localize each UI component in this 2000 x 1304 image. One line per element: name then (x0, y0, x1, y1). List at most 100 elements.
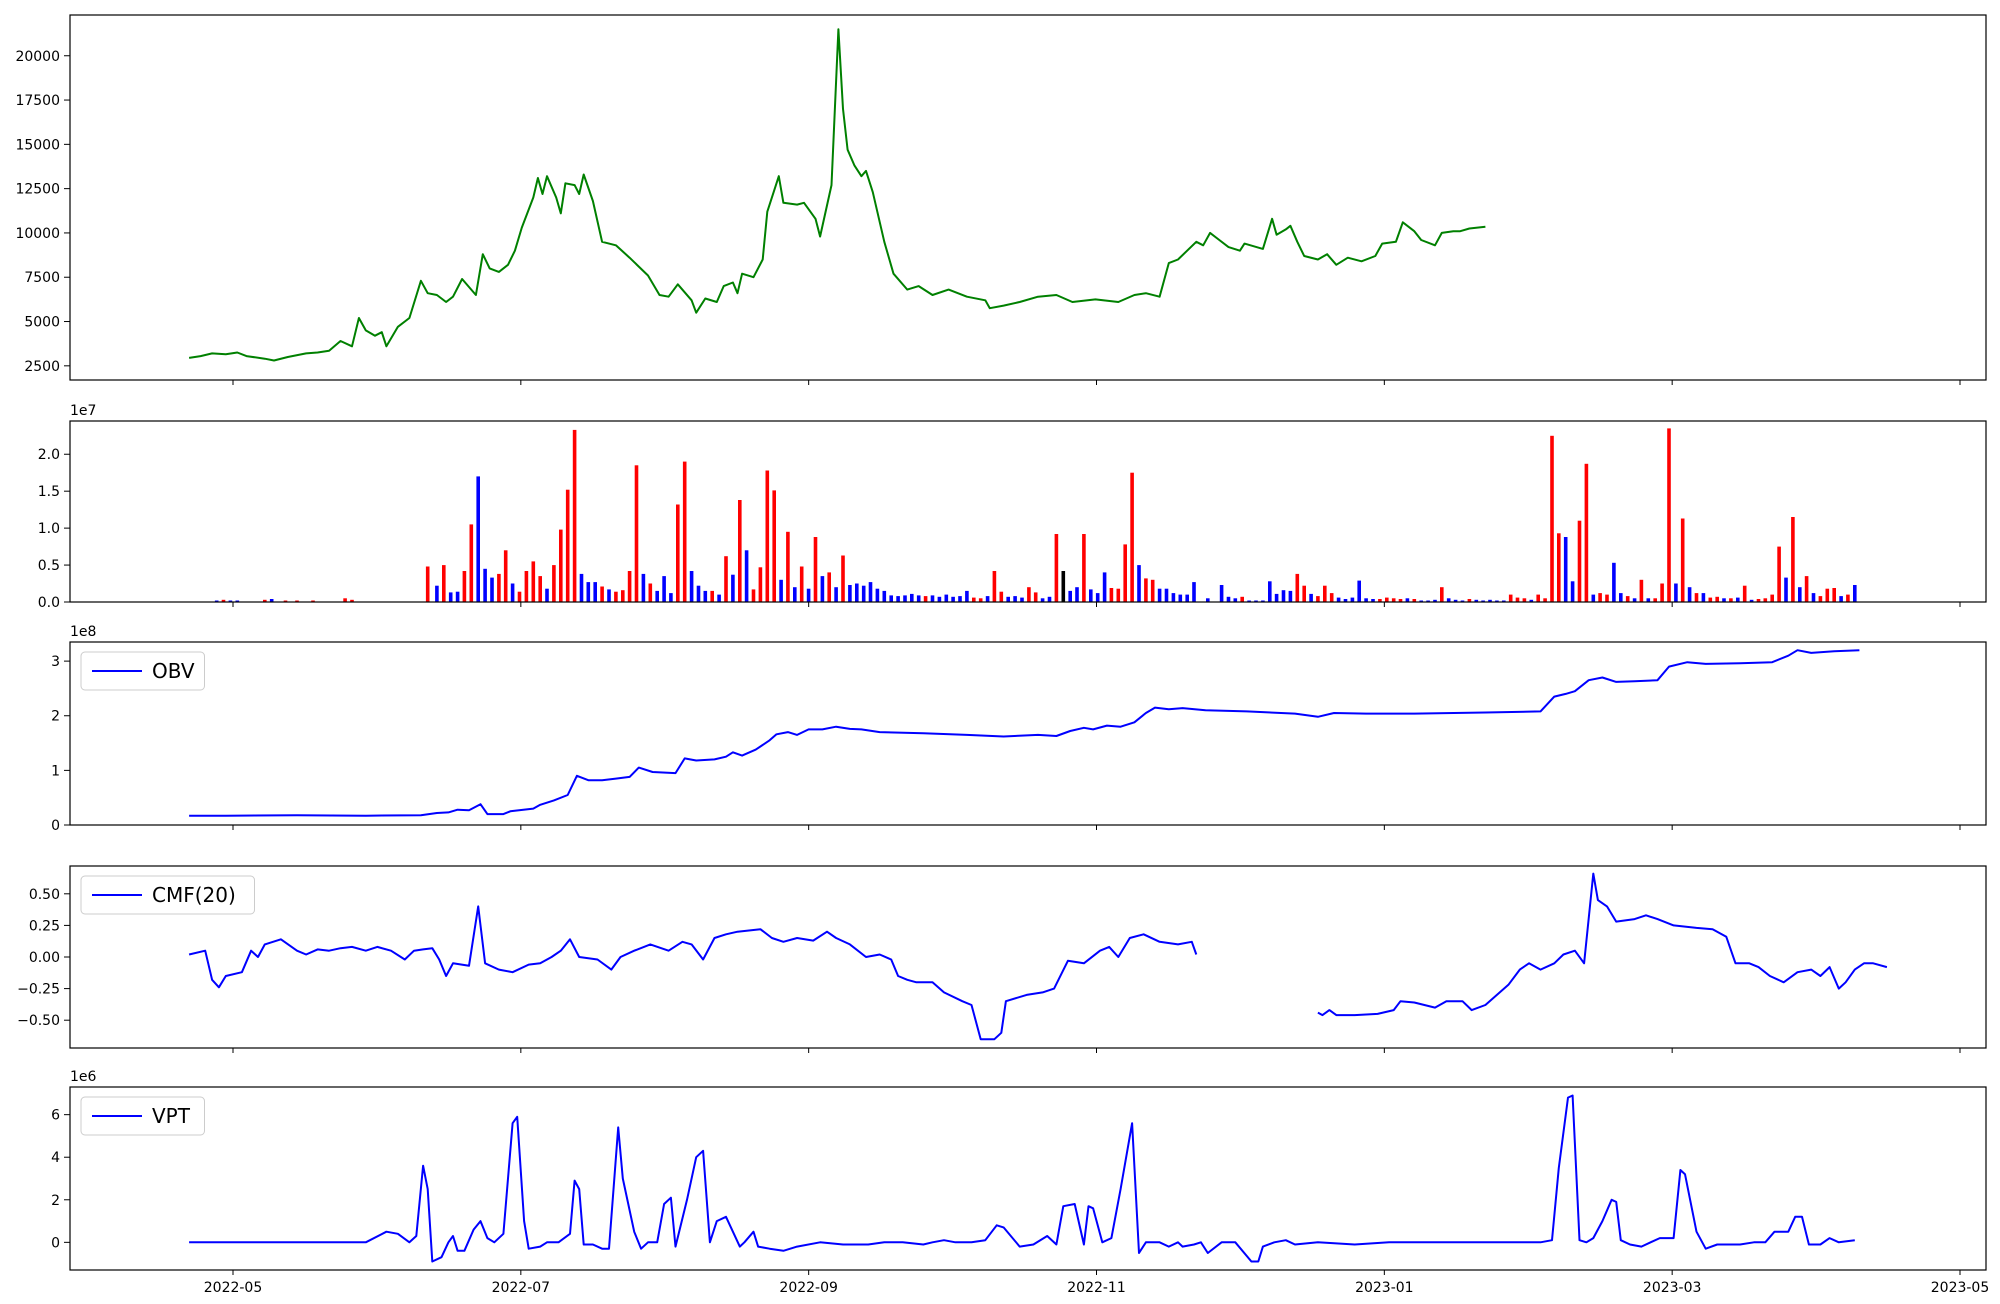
volume-bar (1804, 576, 1809, 602)
volume-bar (221, 599, 226, 602)
volume-bar (999, 591, 1004, 602)
volume-bar (1701, 593, 1706, 602)
volume-bar (744, 550, 749, 602)
y-tick-label: 7500 (24, 270, 60, 286)
volume-bar (295, 600, 299, 602)
volume-bar (1336, 597, 1341, 602)
volume-bar (765, 470, 770, 602)
volume-bar (1811, 593, 1816, 602)
volume-bar (469, 524, 474, 602)
y-axis-3: −0.50 −0.25 0.00 0.25 0.50 (17, 887, 70, 1029)
volume-bar (1605, 594, 1609, 602)
volume-bar (1612, 562, 1616, 602)
volume-bar (1446, 598, 1451, 602)
volume-bar (1680, 518, 1685, 602)
volume-bar (1150, 579, 1155, 602)
panel-frame-0 (69, 14, 1987, 381)
volume-bar (1832, 588, 1836, 602)
volume-bar (614, 591, 618, 602)
y-tick-label: 0.25 (29, 918, 60, 934)
volume-bar (1329, 593, 1334, 602)
volume-bar (1323, 585, 1327, 602)
volume-bar (1054, 534, 1059, 602)
legend-label: VPT (152, 1104, 191, 1128)
volume-bar (861, 585, 866, 602)
volume-bar (1206, 598, 1210, 602)
cmf-line-segment (188, 905, 1198, 1041)
volume-bar (1006, 596, 1010, 602)
volume-bar (937, 596, 942, 602)
volume-bar (1440, 587, 1444, 602)
volume-bar (1694, 593, 1699, 602)
volume-bar (1371, 599, 1375, 602)
vpt-legend: VPT (80, 1096, 205, 1136)
volume-bar (813, 537, 818, 602)
volume-bar (799, 566, 804, 602)
volume-bar (1529, 599, 1534, 602)
volume-bar (889, 595, 893, 602)
volume-bar (1653, 598, 1657, 602)
volume-bar (1089, 589, 1093, 602)
legend-label: CMF(20) (152, 883, 236, 907)
volume-bar (696, 585, 701, 602)
volume-bar (1357, 580, 1361, 602)
volume-bar (1770, 594, 1774, 602)
volume-bar (1577, 520, 1582, 602)
y-tick-label: 1 (51, 763, 60, 779)
volume-bar (1722, 598, 1726, 602)
volume-bar (1309, 593, 1313, 602)
volume-bar (531, 561, 536, 602)
volume-bar (1763, 598, 1768, 602)
y-tick-label: 0 (51, 818, 60, 834)
volume-bar (545, 588, 549, 602)
volume-bar (1777, 546, 1781, 602)
volume-bar (1853, 585, 1857, 602)
y-tick-label: 3 (51, 654, 60, 670)
panel-frame-4 (69, 1086, 1987, 1271)
volume-bar (350, 599, 354, 602)
volume-bar (641, 573, 646, 602)
volume-bar (1240, 596, 1244, 602)
volume-bar (868, 582, 873, 602)
y-axis-1: 0.0 0.5 1.0 1.5 2.0 1e7 (38, 403, 97, 611)
volume-bar (896, 596, 900, 602)
volume-bar (1433, 599, 1437, 602)
volume-bar (1646, 598, 1651, 602)
volume-bar (848, 585, 852, 602)
volume-bar (710, 590, 714, 602)
volume-bar (1708, 597, 1713, 602)
volume-bar (827, 572, 831, 602)
volume-bar (572, 429, 577, 602)
volume-bar (1130, 472, 1134, 602)
panel-frame-1 (69, 420, 1987, 603)
panel-frame-2 (69, 641, 1987, 826)
x-tick-label: 2023-03 (1643, 1280, 1702, 1296)
volume-bar (951, 596, 955, 602)
volume-bar (1385, 597, 1389, 602)
volume-bar (1495, 600, 1499, 602)
volume-bar (565, 489, 570, 602)
volume-bar (1219, 585, 1224, 602)
volume-bar (910, 593, 914, 602)
volume-bar (579, 573, 584, 602)
volume-bar (1508, 594, 1513, 602)
volume-bar (1364, 598, 1368, 602)
volume-bar (1047, 596, 1052, 602)
volume-bar (1185, 594, 1189, 602)
volume-bar (903, 595, 907, 602)
volume-bar (944, 594, 949, 602)
volume-bar (1095, 593, 1100, 602)
volume-bar (1818, 596, 1823, 602)
volume-bar (524, 571, 529, 602)
volume-bar (958, 596, 962, 602)
volume-bar (228, 600, 233, 602)
y-tick-label: −0.50 (17, 1013, 60, 1029)
volume-bar (1557, 533, 1561, 602)
y-tick-label: 4 (51, 1150, 60, 1166)
volume-bar (1288, 590, 1293, 602)
volume-bar (1598, 593, 1602, 602)
volume-bar (1426, 600, 1430, 602)
y-axis-2: 0 1 2 3 1e8 (51, 624, 96, 834)
